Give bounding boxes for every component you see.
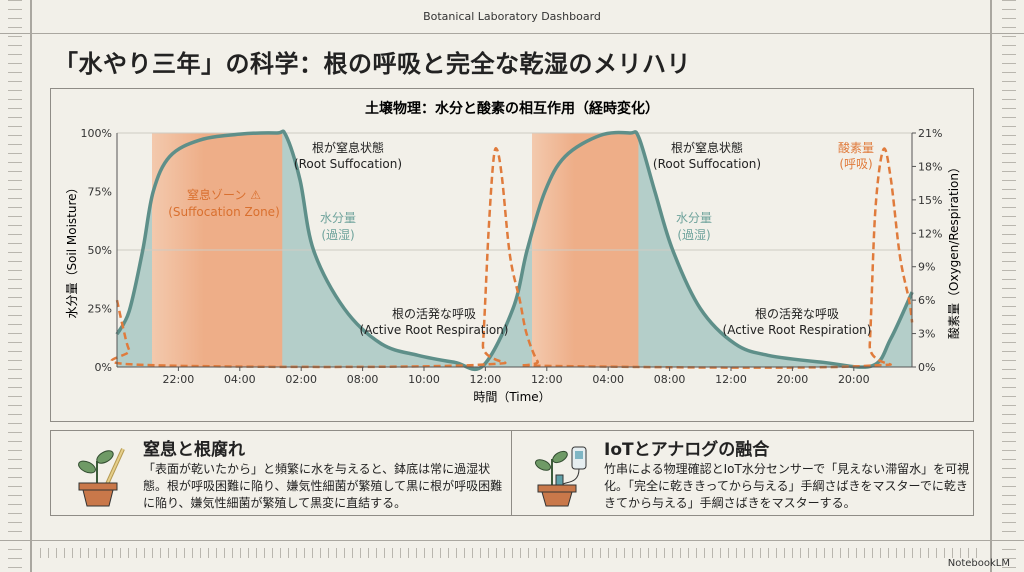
y2-tick-label: 6%	[918, 294, 935, 307]
ruler-bottom	[40, 548, 984, 558]
frame-line	[0, 540, 1024, 541]
x-tick-label: 02:00	[285, 373, 317, 386]
annotation-sub: (呼吸)	[839, 157, 872, 171]
plant-pot-bamboo-stick-icon	[78, 448, 125, 507]
y2-tick-label: 12%	[918, 227, 942, 240]
page-title: 「水やり三年」の科学：根の呼吸と完全な乾湿のメリハリ	[54, 50, 691, 78]
zone-sublabel: (Suffocation Zone)	[168, 205, 280, 219]
x-tick-label: 22:00	[163, 373, 195, 386]
x-axis-label: 時間（Time）	[473, 390, 550, 404]
ruler-left	[8, 0, 22, 572]
chart-panel	[50, 88, 974, 422]
ruler-right	[1002, 0, 1016, 572]
brand-watermark: NotebookLM	[947, 558, 1010, 569]
x-tick-label: 08:00	[347, 373, 379, 386]
frame-line	[0, 33, 1024, 34]
annotation: 水分量	[320, 211, 356, 225]
annotation: 根が窒息状態	[312, 140, 384, 155]
app-title: Botanical Laboratory Dashboard	[423, 10, 601, 23]
y-tick-label: 0%	[95, 361, 112, 374]
annotation-sub: (Active Root Respiration)	[723, 323, 872, 337]
y2-tick-label: 0%	[918, 361, 935, 374]
y2-tick-label: 3%	[918, 328, 935, 341]
annotation: 水分量	[676, 211, 712, 225]
zone-label: 窒息ゾーン ⚠	[187, 187, 261, 202]
x-tick-label: 08:00	[654, 373, 686, 386]
x-tick-label: 04:00	[224, 373, 256, 386]
card-suffocation: 窒息と根腐れ 「表面が乾いたから」と頻繁に水を与えると、鉢底は常に過湿状態。根が…	[50, 430, 512, 516]
x-tick-label: 04:00	[592, 373, 624, 386]
x-tick-label: 12:00	[531, 373, 563, 386]
moisture-area	[117, 131, 913, 370]
card-body: 竹串による物理確認とIoT水分センサーで「見えない滞留水」を可視化。「完全に乾き…	[604, 462, 970, 510]
x-tick-label: 20:00	[777, 373, 809, 386]
y-tick-label: 50%	[88, 244, 112, 257]
x-tick-label: 10:00	[408, 373, 440, 386]
annotation-sub: (過湿)	[677, 227, 710, 242]
frame-line	[30, 0, 32, 572]
annotation-sub: (Active Root Respiration)	[360, 323, 509, 337]
x-tick-label: 12:00	[470, 373, 502, 386]
annotation-sub: (Root Suffocation)	[294, 157, 402, 171]
frame-line	[990, 0, 992, 572]
card-title: 窒息と根腐れ	[143, 440, 245, 460]
y2-tick-label: 18%	[918, 160, 942, 173]
moisture-line	[115, 129, 914, 372]
annotation-sub: (Root Suffocation)	[653, 157, 761, 171]
y2-axis-label: 酸素量（Oxygen/Respiration）	[946, 161, 961, 339]
x-tick-label: 12:00	[715, 373, 747, 386]
y-axis-label: 水分量（Soil Moisture）	[65, 181, 79, 318]
annotation: 根が窒息状態	[671, 140, 743, 155]
annotation-sub: (過湿)	[321, 227, 354, 242]
y2-tick-label: 15%	[918, 194, 942, 207]
card-title: IoTとアナログの融合	[604, 440, 770, 460]
y-tick-label: 100%	[81, 127, 112, 140]
y2-tick-label: 9%	[918, 261, 935, 274]
y2-tick-label: 21%	[918, 127, 942, 140]
annotation: 根の活発な呼吸	[755, 307, 839, 321]
card-body: 「表面が乾いたから」と頻繁に水を与えると、鉢底は常に過湿状態。根が呼吸困難に陥り…	[143, 462, 503, 510]
y-tick-label: 25%	[88, 303, 112, 316]
chart-title: 土壌物理：水分と酸素の相互作用（経時変化）	[365, 100, 659, 117]
annotation: 根の活発な呼吸	[392, 307, 476, 321]
y-tick-label: 75%	[88, 186, 112, 199]
x-tick-label: 20:00	[838, 373, 870, 386]
annotation: 酸素量	[838, 140, 874, 155]
card-iot: IoTとアナログの融合 竹串による物理確認とIoT水分センサーで「見えない滞留水…	[511, 430, 974, 516]
plant-pot-sensor-icon	[535, 446, 587, 507]
